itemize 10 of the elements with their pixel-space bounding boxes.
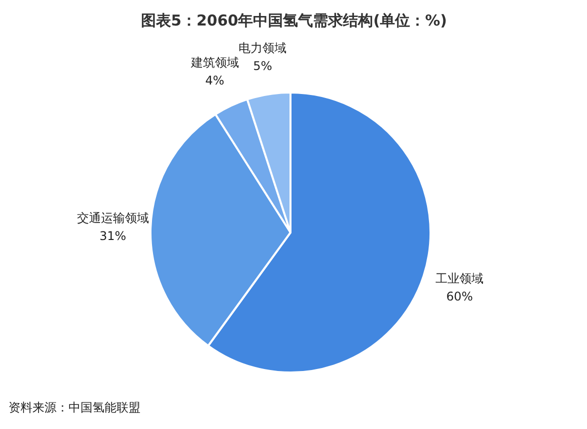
slice-label: 交通运输领域 xyxy=(76,210,149,225)
data-label: 5% xyxy=(253,58,272,73)
data-label: 60% xyxy=(446,289,473,304)
slice-label: 电力领域 xyxy=(238,40,287,55)
slice-label: 工业领域 xyxy=(436,271,484,286)
data-label: 31% xyxy=(99,228,126,243)
text: 资料来源：中国氢能联盟 xyxy=(8,400,140,414)
data-label: 4% xyxy=(205,74,224,88)
chart-title: 图表5：2060年中国氢气需求结构(单位：%) xyxy=(141,12,447,30)
slice-label: 建筑领域 xyxy=(190,56,239,70)
